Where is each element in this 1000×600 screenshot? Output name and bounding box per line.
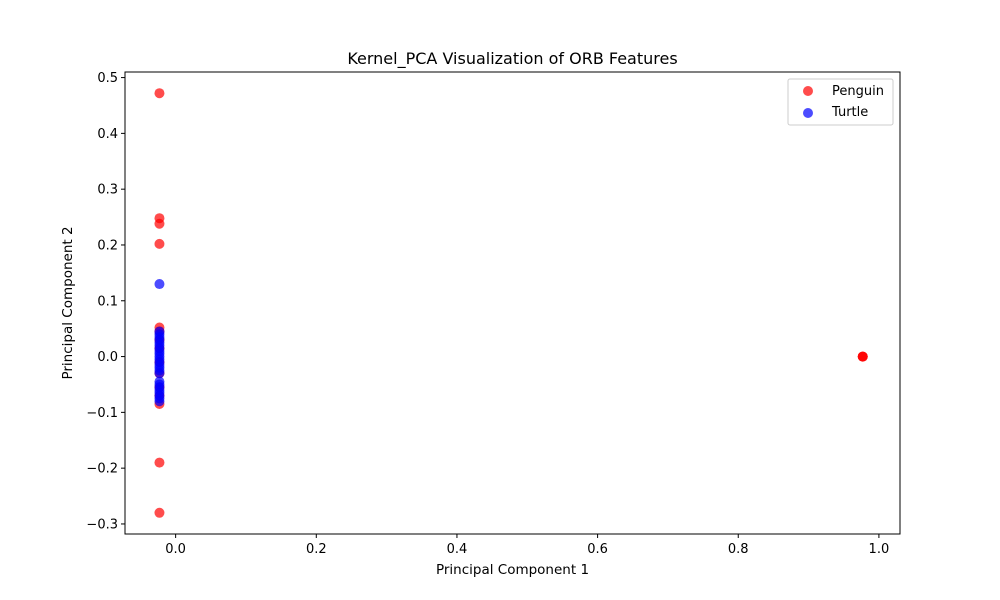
y-axis-label: Principal Component 2 bbox=[60, 226, 76, 379]
x-tick-label: 0.2 bbox=[306, 542, 327, 557]
data-point-penguin bbox=[154, 218, 165, 229]
y-tick-label: 0.1 bbox=[97, 294, 118, 309]
y-axis: −0.3 −0.2 −0.1 0.0 0.1 0.2 0.3 0.4 0.5 bbox=[86, 71, 125, 532]
legend-marker-turtle bbox=[803, 108, 813, 118]
legend-marker-penguin bbox=[803, 86, 813, 96]
x-tick-label: 0.0 bbox=[165, 542, 186, 557]
data-point-penguin bbox=[154, 88, 165, 99]
data-point-penguin bbox=[154, 457, 165, 468]
legend-label-turtle: Turtle bbox=[831, 105, 868, 120]
y-tick-label: 0.5 bbox=[97, 71, 118, 86]
data-point-turtle bbox=[154, 279, 165, 290]
y-tick-label: −0.1 bbox=[86, 406, 118, 421]
x-tick-label: 0.8 bbox=[728, 542, 749, 557]
x-tick-label: 1.0 bbox=[869, 542, 890, 557]
x-axis-label: Principal Component 1 bbox=[436, 562, 589, 578]
legend-label-penguin: Penguin bbox=[832, 84, 884, 99]
chart-title: Kernel_PCA Visualization of ORB Features bbox=[347, 49, 677, 69]
x-tick-label: 0.6 bbox=[587, 542, 608, 557]
data-point-penguin bbox=[857, 351, 868, 362]
data-point-turtle bbox=[154, 368, 165, 379]
data-point-turtle bbox=[154, 396, 165, 407]
y-tick-label: −0.2 bbox=[86, 462, 118, 477]
data-points bbox=[154, 88, 868, 518]
legend: Penguin Turtle bbox=[787, 78, 894, 126]
plot-frame bbox=[124, 71, 901, 535]
data-point-penguin bbox=[154, 238, 165, 249]
y-tick-label: −0.3 bbox=[86, 517, 118, 532]
y-tick-label: 0.2 bbox=[97, 238, 118, 253]
x-tick-label: 0.4 bbox=[447, 542, 468, 557]
y-tick-label: 0.4 bbox=[97, 127, 118, 142]
y-tick-label: 0.3 bbox=[97, 183, 118, 198]
data-point-penguin bbox=[154, 507, 165, 518]
y-tick-label: 0.0 bbox=[97, 350, 118, 365]
legend-box bbox=[787, 78, 894, 126]
x-axis: 0.0 0.2 0.4 0.6 0.8 1.0 bbox=[165, 534, 889, 557]
